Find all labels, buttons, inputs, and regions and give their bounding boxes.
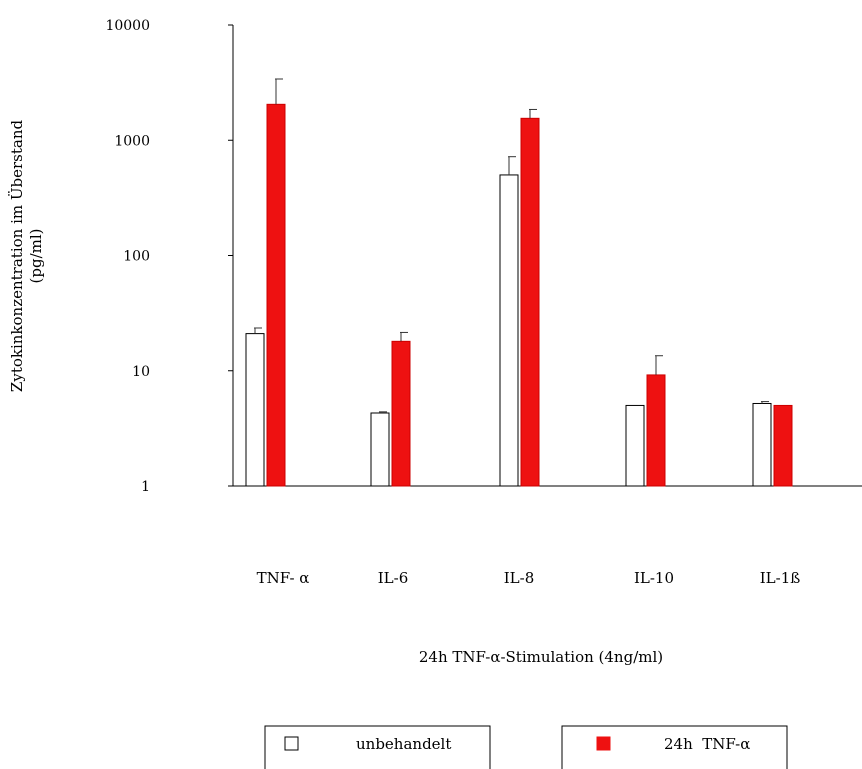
bar-unbehandelt: [752, 402, 772, 487]
bar-unbehandelt: [499, 174, 519, 487]
y-tick-label: 10000: [105, 18, 150, 34]
legend-label-unbehandelt: unbehandelt: [356, 735, 451, 753]
y-tick-label: 1000: [114, 133, 150, 149]
bar-tnf: [646, 374, 666, 487]
legend: unbehandelt 24h TNF-α: [264, 725, 788, 769]
bar-unbehandelt: [370, 412, 390, 487]
category-label: IL-6: [378, 569, 409, 587]
category-label: TNF- α: [257, 569, 310, 587]
category-label: IL-10: [634, 569, 674, 587]
legend-box-unbehandelt: [264, 725, 491, 769]
bar-tnf: [391, 340, 411, 487]
bar-tnf: [773, 404, 793, 487]
bars: [245, 78, 793, 487]
bar-tnf: [266, 103, 286, 487]
y-tick-label: 100: [123, 249, 150, 265]
category-label: IL-8: [504, 569, 535, 587]
legend-swatch-unbehandelt: [284, 736, 299, 751]
y-tick-label: 10: [132, 364, 150, 380]
y-axis-title-unit: (pg/ml): [27, 229, 45, 284]
bar-unbehandelt: [245, 333, 265, 487]
category-labels: TNF- α IL-6 IL-8 IL-10 IL-1ß: [257, 569, 801, 587]
y-tick-label: 1: [141, 479, 150, 495]
bar-tnf: [520, 117, 540, 487]
legend-label-tnf: 24h TNF-α: [664, 735, 750, 753]
x-axis-title: 24h TNF-α-Stimulation (4ng/ml): [419, 648, 663, 666]
category-label: IL-1ß: [760, 569, 801, 587]
bar-unbehandelt: [625, 404, 645, 487]
legend-swatch-tnf: [596, 736, 611, 751]
y-axis-title: Zytokinkonzentration im Überstand: [8, 120, 26, 393]
y-ticks: 1 10 100 1000 10000: [105, 18, 233, 495]
